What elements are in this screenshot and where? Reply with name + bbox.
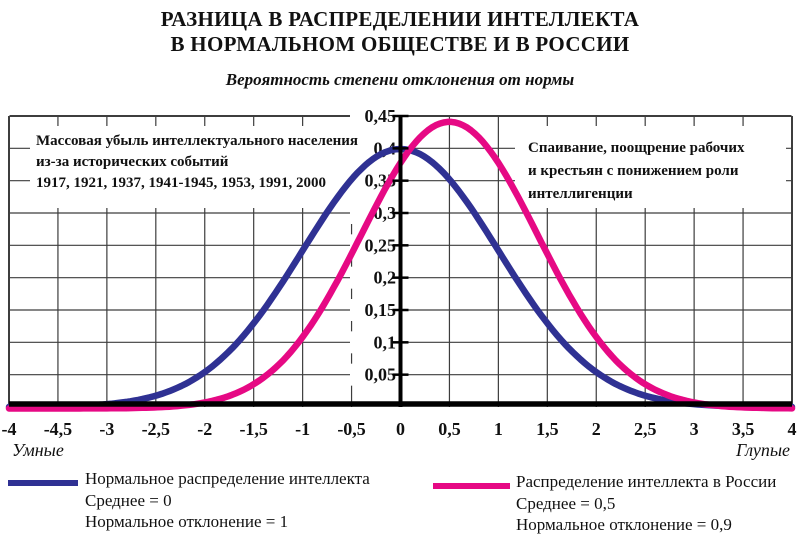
curves-layer: [5, 114, 796, 412]
x-end-label-dumb: Глупые: [735, 440, 790, 460]
x-axis-label: 1: [493, 419, 503, 439]
chart-title-line1: РАЗНИЦА В РАСПРЕДЕЛЕНИИ ИНТЕЛЛЕКТА: [160, 7, 640, 31]
legend-normal: Нормальное распределение интеллекта Сред…: [85, 468, 370, 533]
y-axis-label: 0,15: [365, 300, 397, 320]
annotation-right-line3: интеллигенции: [528, 186, 633, 202]
chart-title: РАЗНИЦА В РАСПРЕДЕЛЕНИИ ИНТЕЛЛЕКТА В НОР…: [0, 7, 800, 57]
x-axis-label: -1,5: [239, 419, 268, 439]
chart-subtitle: Вероятность степени отклонения от нормы: [225, 70, 575, 89]
x-axis-label: 0,5: [438, 419, 461, 439]
annotation-left-line1: Массовая убыль интеллектуального населен…: [36, 133, 359, 149]
x-axis-label: -1: [295, 419, 311, 439]
x-axis-label: 3: [689, 419, 699, 439]
x-axis-label: -0,5: [337, 419, 366, 439]
annotation-left: Массовая убыль интеллектуального населен…: [36, 131, 358, 194]
legend-normal-mean: Среднее = 0: [85, 490, 172, 510]
x-axis-label: -3: [99, 419, 115, 439]
legend-normal-stddev: Нормальное отклонение = 1: [85, 512, 289, 531]
x-axis-label: 1,5: [536, 419, 559, 439]
annotation-left-line3: 1917, 1921, 1937, 1941-1945, 1953, 1991,…: [36, 175, 326, 191]
annotation-left-line2: из-за исторических событий: [36, 154, 229, 170]
y-label-backdrop: [350, 105, 397, 127]
y-label-backdrop: [350, 266, 397, 289]
annotation-right-line2: и крестьян с понижением роли: [528, 163, 739, 179]
y-label-backdrop: [350, 299, 397, 321]
x-axis-label: 0: [396, 419, 405, 439]
x-axis-label: -4: [1, 419, 17, 439]
x-axis-labels: -4 -4,5 -3 -2,5 -2 -1,5 -1 -0,5 0 0,5 1 1,5 2 2,5 3 3,5…: [2, 419, 797, 441]
legend-russia: Распределение интеллекта в России Средне…: [516, 471, 776, 536]
legend-russia-mean: Среднее = 0,5: [516, 493, 616, 513]
x-axis-label: 3,5: [731, 419, 755, 439]
x-axis-label: -4,5: [43, 419, 73, 439]
x-end-label-smart: Умные: [12, 440, 64, 460]
legend-russia-stddev: Нормальное отклонение = 0,9: [516, 515, 732, 534]
y-axis-label: 0,2: [374, 268, 397, 288]
y-label-backdrop: [350, 331, 397, 354]
y-axis-label: 0,05: [365, 365, 397, 385]
legend-swatch-russia: [433, 483, 510, 489]
annotation-right-backdrop: [515, 126, 786, 208]
annotation-right-line1: Спаивание, поощрение рабочих: [528, 140, 745, 156]
legend-normal-name: Нормальное распределение интеллекта: [85, 469, 370, 488]
y-label-backdrop: [350, 363, 397, 386]
chart-title-line2: В НОРМАЛЬНОМ ОБЩЕСТВЕ И В РОССИИ: [170, 32, 630, 56]
y-axis-label: 0,3: [374, 203, 397, 223]
legend-swatch-normal: [8, 480, 78, 486]
annotation-right: Спаивание, поощрение рабочих и крестьян …: [528, 137, 745, 206]
legend-russia-name: Распределение интеллекта в России: [516, 472, 777, 491]
x-axis-label: -2,5: [141, 419, 171, 439]
y-axis-label: 0,45: [365, 106, 397, 126]
plot-area: 0,05 0,1 0,15 0,2 0,25 0,3 0,35 0,4 0,45 Массова…: [5, 105, 796, 416]
x-axis-label: -2: [197, 419, 213, 439]
y-axis-label: 0,25: [365, 235, 397, 255]
grid-layer: 0,050,10,150,20,250,30,350,40,45: [8, 105, 793, 407]
y-axis-label: 0,1: [374, 332, 397, 352]
x-axis-label: 2,5: [633, 419, 657, 439]
annotation-left-backdrop: [30, 126, 355, 208]
x-axis-label: 2: [591, 419, 601, 439]
x-axis-label: 4: [787, 419, 797, 439]
